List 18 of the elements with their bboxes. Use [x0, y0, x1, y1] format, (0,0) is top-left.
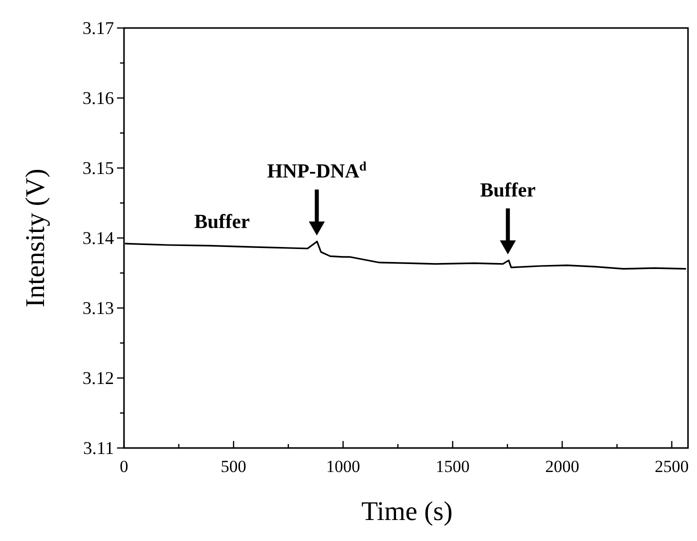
x-tick-label: 2000	[545, 457, 580, 476]
y-tick-label: 3.16	[82, 88, 114, 108]
y-tick-label: 3.15	[82, 158, 114, 178]
y-tick-label: 3.17	[82, 18, 114, 38]
x-tick-label: 1500	[436, 457, 470, 476]
y-axis-title: Intensity (V)	[20, 168, 50, 308]
x-tick-label: 1000	[326, 457, 360, 476]
annotation: HNP-DNA$^{d}$	[267, 158, 368, 182]
y-tick-label: 3.13	[82, 298, 114, 318]
annotation: Buffer	[480, 179, 536, 202]
annotation: Buffer	[194, 211, 250, 233]
x-axis-title: Time (s)	[361, 496, 453, 526]
x-tick-label: 500	[220, 457, 246, 476]
y-tick-label: 3.11	[83, 438, 114, 458]
y-tick-label: 3.12	[82, 368, 114, 388]
y-tick-label: 3.14	[82, 228, 114, 248]
x-tick-label: 0	[120, 457, 128, 476]
x-tick-label: 2500	[654, 457, 689, 476]
